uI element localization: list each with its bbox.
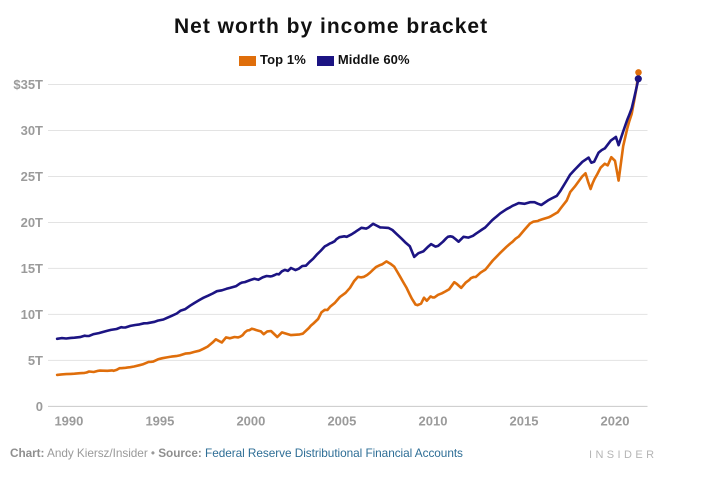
- svg-text:20T: 20T: [21, 215, 43, 230]
- svg-text:0: 0: [36, 399, 43, 414]
- svg-text:15T: 15T: [21, 261, 43, 276]
- svg-text:1990: 1990: [54, 414, 83, 429]
- svg-text:10T: 10T: [21, 307, 43, 322]
- svg-text:2000: 2000: [236, 414, 265, 429]
- svg-text:1995: 1995: [145, 414, 174, 429]
- svg-text:30T: 30T: [21, 123, 43, 138]
- svg-text:2020: 2020: [601, 414, 630, 429]
- svg-text:2005: 2005: [327, 414, 356, 429]
- svg-text:25T: 25T: [21, 169, 43, 184]
- svg-text:5T: 5T: [28, 353, 43, 368]
- svg-text:$35T: $35T: [13, 77, 43, 92]
- svg-text:2010: 2010: [419, 414, 448, 429]
- svg-text:2015: 2015: [510, 414, 539, 429]
